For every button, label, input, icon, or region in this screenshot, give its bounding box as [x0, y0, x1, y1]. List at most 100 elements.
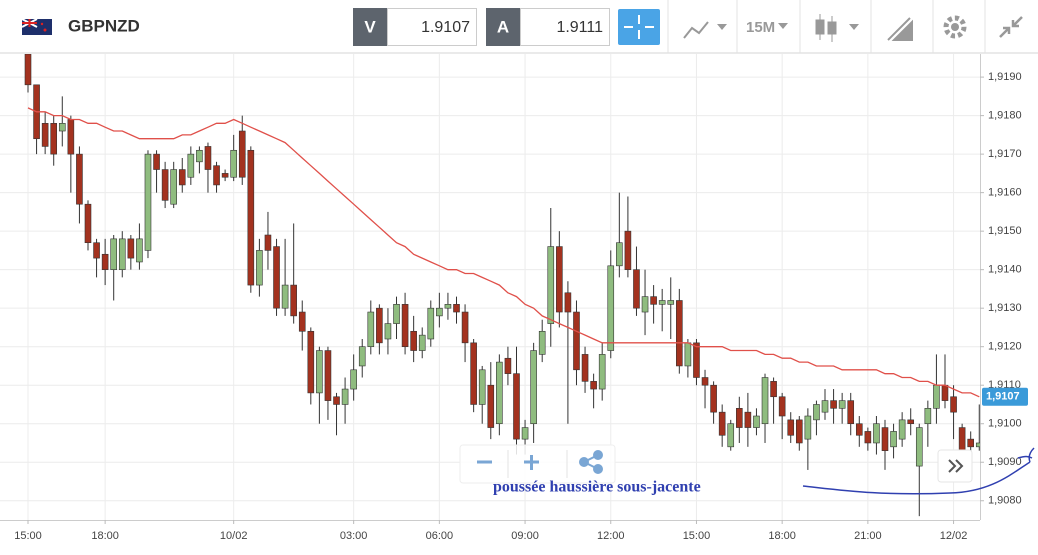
- last-price-tag: [982, 387, 1028, 406]
- y-tick-label: 1,9170: [988, 148, 1022, 160]
- x-tick-label: 12:00: [597, 530, 625, 542]
- x-tick-label: 15:00: [14, 530, 42, 542]
- candle-body: [273, 246, 280, 309]
- candle-body: [358, 346, 366, 367]
- x-tick-label: 15:00: [683, 530, 711, 542]
- candle-body: [196, 149, 203, 163]
- candle-body: [641, 296, 649, 313]
- candle-body: [607, 265, 615, 351]
- toolbar: GBPNZD V 1.9107 A 1.9111 15M: [0, 0, 1038, 54]
- candle-body: [144, 153, 152, 251]
- candle-body: [470, 342, 477, 405]
- symbol: GBPNZD: [68, 16, 140, 35]
- candles-icon[interactable]: [815, 14, 837, 42]
- candle-body: [487, 384, 495, 428]
- candle-body: [67, 119, 75, 155]
- candle-body: [838, 400, 846, 409]
- candle-body: [136, 238, 143, 263]
- y-tick-label: 1,9180: [988, 110, 1022, 122]
- candle-body: [573, 311, 580, 371]
- candle-body: [298, 311, 306, 332]
- candle-body: [461, 311, 469, 344]
- candle-body: [264, 234, 272, 251]
- candle-body: [367, 311, 375, 347]
- candle-body: [170, 169, 177, 205]
- candle-body: [213, 165, 220, 186]
- settings-icon[interactable]: [943, 15, 967, 39]
- candle-body: [616, 242, 623, 267]
- candle-body: [581, 354, 589, 382]
- candle-body: [221, 173, 229, 178]
- candle-body: [393, 304, 400, 324]
- candle-body: [478, 369, 486, 405]
- candle-body: [204, 146, 212, 170]
- bid-price: 1.9107: [421, 19, 470, 36]
- candle-body: [418, 334, 426, 351]
- share-button[interactable]: [579, 450, 603, 474]
- candle-body: [84, 203, 92, 244]
- candle-body: [598, 354, 606, 390]
- crosshair-button[interactable]: [618, 9, 660, 45]
- candle-body: [710, 384, 717, 413]
- candle-body: [795, 419, 803, 444]
- candle-body: [684, 342, 692, 367]
- candle-body: [401, 304, 409, 347]
- y-tick-label: 1,9090: [988, 456, 1022, 468]
- scroll-end-icon: [948, 459, 964, 473]
- grid: [0, 54, 980, 520]
- candle-body: [890, 431, 897, 448]
- draw-icon[interactable]: [887, 17, 913, 41]
- x-tick-label: 03:00: [340, 530, 368, 542]
- candle-body: [350, 369, 357, 390]
- flag: [21, 18, 52, 35]
- candle-body: [950, 396, 957, 413]
- timeframe[interactable]: 15M: [746, 19, 775, 36]
- candle-body: [427, 307, 435, 340]
- axes: 1,90801,90901,91001,91101,91201,91301,91…: [14, 71, 1028, 542]
- x-tick-label: 06:00: [426, 530, 454, 542]
- x-tick-label: 21:00: [854, 530, 882, 542]
- candle-body: [967, 438, 975, 448]
- candle-body: [915, 427, 923, 467]
- candle-body: [307, 330, 315, 394]
- dropdown-arrow: [849, 24, 859, 30]
- candle-body: [778, 396, 786, 417]
- collapse-icon[interactable]: [999, 16, 1023, 38]
- ask-box[interactable]: [520, 8, 610, 46]
- candle-body: [290, 284, 297, 317]
- settings-hub: [951, 23, 959, 31]
- y-tick-label: 1,9100: [988, 418, 1022, 430]
- bid-label: V: [364, 17, 376, 36]
- candle-body: [256, 250, 263, 286]
- candle-body: [770, 381, 777, 398]
- zoom-in[interactable]: [524, 455, 539, 470]
- candle-body: [761, 377, 769, 425]
- candle-body: [907, 419, 915, 425]
- candle-body: [676, 300, 683, 367]
- candle-body: [701, 377, 709, 386]
- candle-body: [93, 242, 100, 259]
- candle-body: [958, 427, 966, 451]
- y-tick-label: 1,9080: [988, 495, 1022, 507]
- candle-body: [787, 419, 795, 436]
- bid-box[interactable]: [387, 8, 477, 46]
- candle-body: [650, 296, 657, 305]
- candle-body: [667, 300, 675, 305]
- candle-body: [633, 269, 640, 309]
- bid-badge: [353, 8, 387, 46]
- y-tick-label: 1,9120: [988, 341, 1022, 353]
- candle-body: [333, 396, 340, 405]
- candle-body: [624, 230, 632, 270]
- candle-body: [530, 350, 537, 425]
- dropdown-arrow: [778, 23, 788, 29]
- candle-body: [110, 238, 117, 270]
- chart-type-icon[interactable]: [683, 21, 709, 39]
- x-tick-label: 18:00: [91, 530, 119, 542]
- dropdown-arrow: [717, 24, 727, 30]
- x-tick-label: 18:00: [768, 530, 796, 542]
- candle-body: [941, 384, 949, 401]
- candle-body: [324, 350, 332, 401]
- candle-body: [504, 357, 512, 374]
- candle-body: [521, 427, 529, 440]
